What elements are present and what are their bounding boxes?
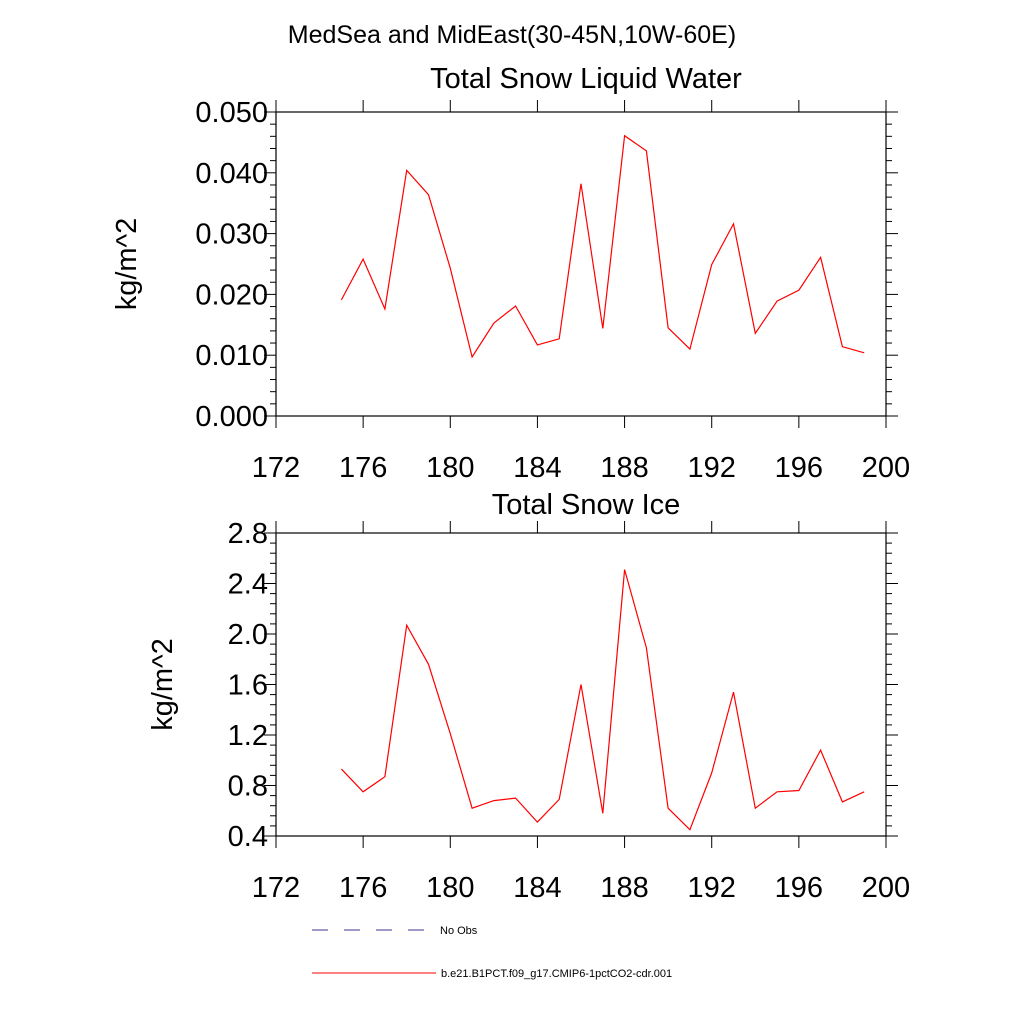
y-tick-label: 1.2	[228, 720, 268, 752]
x-tick-label: 176	[339, 452, 387, 484]
y-tick-label: 0.050	[195, 97, 268, 129]
x-tick-label: 176	[339, 872, 387, 904]
chart-title: Total Snow Liquid Water	[430, 63, 742, 95]
panel-0: Total Snow Liquid Water kg/m^2 172 176 180 18…	[111, 63, 910, 484]
y-tick-label: 0.030	[195, 219, 268, 251]
y-tick-label: 0.8	[228, 771, 268, 803]
x-tick-label: 192	[688, 452, 736, 484]
x-tick-label: 172	[252, 872, 300, 904]
y-tick-label: 0.020	[195, 279, 268, 311]
x-tick-label: 192	[688, 872, 736, 904]
series-line	[340, 134, 865, 359]
x-tick-label: 180	[426, 452, 474, 484]
x-tick-label: 196	[775, 872, 823, 904]
x-tick-label: 184	[513, 452, 561, 484]
y-axis-label: kg/m^2	[147, 638, 179, 731]
plot-frame	[275, 111, 887, 417]
legend-label: No Obs	[440, 925, 478, 937]
x-tick-label: 184	[513, 872, 561, 904]
y-axis-label: kg/m^2	[111, 218, 143, 311]
chart-title: Total Snow Ice	[492, 489, 681, 521]
y-tick-label: 2.8	[228, 518, 268, 550]
x-tick-label: 200	[862, 452, 910, 484]
y-tick-label: 1.6	[228, 670, 268, 702]
y-tick-label: 0.4	[228, 821, 268, 853]
x-tick-label: 188	[600, 452, 648, 484]
legend: No Obs b.e21.B1PCT.f09_g17.CMIP6-1pctCO2-…	[312, 925, 672, 980]
y-tick-label: 0.010	[195, 340, 268, 372]
y-tick-label: 2.0	[228, 619, 268, 651]
y-tick-label: 0.040	[195, 158, 268, 190]
panel-1: Total Snow Ice kg/m^2 172 176 180 184 188 192 19…	[147, 489, 910, 904]
x-tick-label: 196	[775, 452, 823, 484]
x-tick-label: 172	[252, 452, 300, 484]
x-tick-label: 180	[426, 872, 474, 904]
figure-suptitle: MedSea and MidEast(30-45N,10W-60E)	[288, 21, 736, 49]
series-line	[340, 569, 865, 831]
x-tick-label: 200	[862, 872, 910, 904]
y-tick-label: 2.4	[228, 569, 268, 601]
legend-label: b.e21.B1PCT.f09_g17.CMIP6-1pctCO2-cdr.00…	[441, 968, 672, 980]
x-tick-label: 188	[600, 872, 648, 904]
y-tick-label: 0.000	[195, 401, 268, 433]
